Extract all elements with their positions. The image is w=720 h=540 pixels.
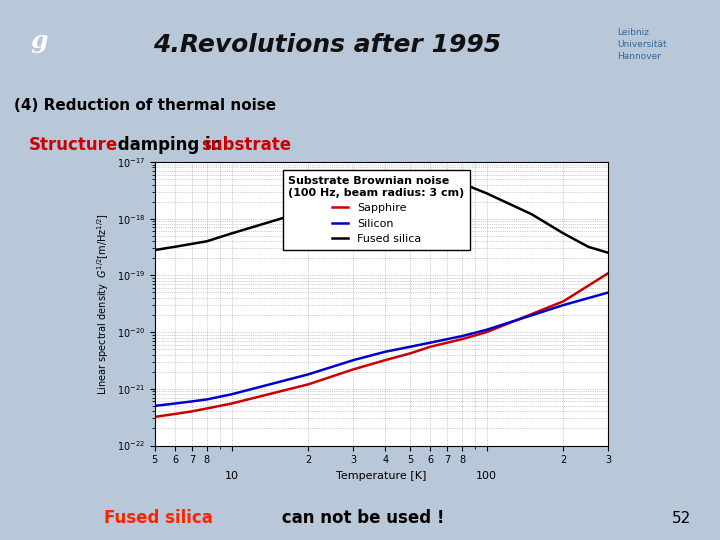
Fused silica — [559, 230, 568, 237]
Sapphire — [426, 343, 434, 350]
Silicon — [482, 327, 491, 333]
Fused silica — [150, 247, 159, 253]
Text: 10: 10 — [225, 471, 238, 481]
Sapphire — [604, 270, 613, 276]
Text: Leibniz
Universität
Hannover: Leibniz Universität Hannover — [618, 28, 667, 61]
Silicon — [458, 333, 467, 339]
Line: Sapphire: Sapphire — [155, 273, 608, 417]
Text: g: g — [31, 29, 48, 52]
Silicon — [604, 289, 613, 296]
Silicon — [426, 340, 434, 346]
Sapphire — [171, 411, 179, 417]
Fused silica — [584, 244, 593, 250]
Y-axis label: Linear spectral density  $G^{1/2}$[m/Hz$^{1/2}$]: Linear spectral density $G^{1/2}$[m/Hz$^… — [95, 213, 111, 395]
Sapphire — [202, 405, 211, 411]
Silicon — [202, 396, 211, 403]
Text: damping in: damping in — [112, 136, 228, 154]
Text: (4) Reduction of thermal noise: (4) Reduction of thermal noise — [14, 98, 276, 113]
Text: 100: 100 — [476, 471, 498, 481]
Silicon — [443, 336, 451, 342]
Sapphire — [405, 350, 414, 357]
Silicon — [304, 371, 312, 377]
Sapphire — [349, 366, 358, 373]
Sapphire — [228, 400, 236, 407]
Sapphire — [443, 340, 451, 346]
Text: substrate: substrate — [202, 136, 292, 154]
Sapphire — [150, 414, 159, 420]
Silicon — [150, 403, 159, 409]
Fused silica — [349, 193, 358, 199]
Sapphire — [381, 357, 390, 363]
Fused silica — [381, 183, 390, 189]
Fused silica — [304, 207, 312, 214]
Line: Fused silica: Fused silica — [155, 177, 608, 253]
Text: can not be used !: can not be used ! — [276, 509, 444, 528]
Silicon — [349, 357, 358, 363]
Fused silica — [416, 173, 425, 180]
Sapphire — [482, 329, 491, 335]
Sapphire — [188, 408, 197, 415]
Sapphire — [458, 336, 467, 342]
Fused silica — [604, 249, 613, 256]
Text: 4.Revolutions after 1995: 4.Revolutions after 1995 — [153, 32, 501, 57]
Silicon — [188, 398, 197, 404]
Fused silica — [482, 190, 491, 197]
Fused silica — [228, 230, 236, 237]
Silicon — [381, 348, 390, 355]
Silicon — [228, 391, 236, 397]
Text: Structure: Structure — [29, 136, 118, 154]
Silicon — [405, 343, 414, 350]
Text: 52: 52 — [672, 511, 691, 526]
Text: Fused silica: Fused silica — [104, 509, 213, 528]
Fused silica — [443, 176, 451, 183]
Fused silica — [458, 180, 467, 187]
Silicon — [559, 302, 568, 308]
X-axis label: Temperature [K]: Temperature [K] — [336, 471, 427, 481]
Fused silica — [527, 211, 536, 218]
Sapphire — [304, 381, 312, 388]
Fused silica — [171, 244, 179, 250]
Silicon — [171, 400, 179, 407]
Sapphire — [559, 298, 568, 305]
Fused silica — [426, 173, 434, 180]
Fused silica — [405, 176, 414, 183]
Fused silica — [188, 241, 197, 247]
Fused silica — [202, 238, 211, 245]
Line: Silicon: Silicon — [155, 293, 608, 406]
Legend: Sapphire, Silicon, Fused silica: Sapphire, Silicon, Fused silica — [283, 171, 470, 250]
